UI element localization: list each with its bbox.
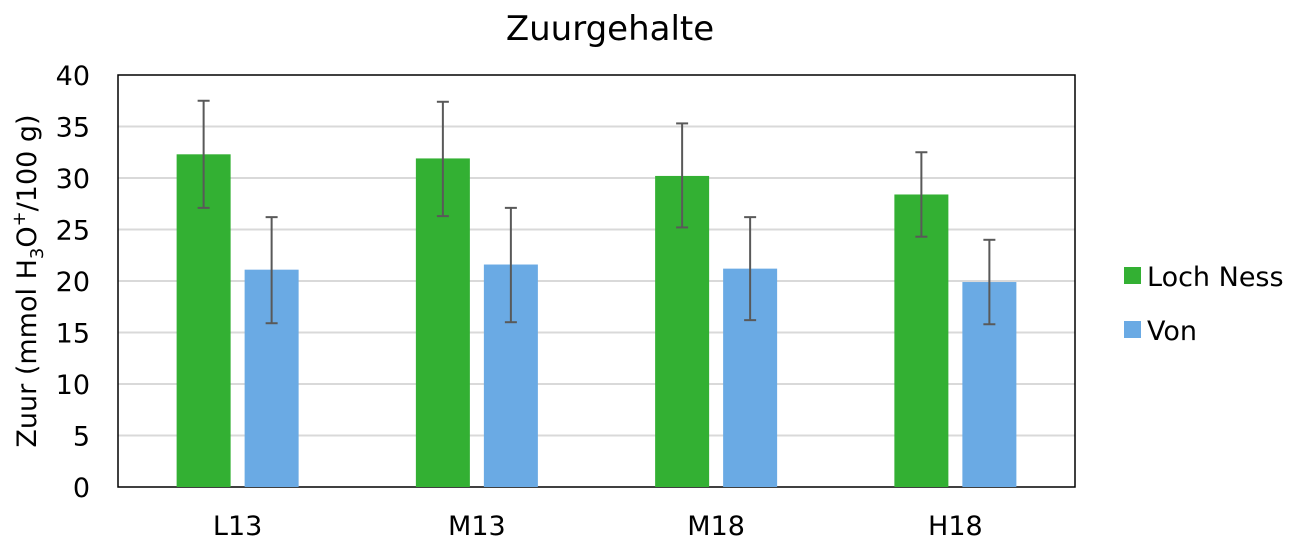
y-tick-label: 30 [56, 164, 90, 195]
legend-label: Loch Ness [1147, 262, 1284, 293]
y-tick-label: 15 [56, 319, 90, 350]
bars [176, 154, 1017, 488]
y-axis-label-prefix: Zuur (mmol H [12, 259, 43, 447]
y-axis-label-superscript: + [9, 211, 30, 226]
x-tick-label: M18 [687, 511, 745, 542]
y-tick-label: 25 [56, 216, 90, 247]
bar-loch-ness [176, 154, 231, 487]
bar-loch-ness [894, 194, 949, 488]
y-axis-label-mid: O [12, 226, 43, 247]
error-bars [197, 99, 996, 326]
y-axis-label-subscript: 3 [27, 248, 48, 259]
y-tick-label: 10 [56, 370, 90, 401]
y-tick-label: 20 [56, 267, 90, 298]
y-axis-label-suffix: /100 g) [12, 114, 43, 211]
x-tick-labels: L13 M13 M18 H18 [213, 511, 983, 542]
x-tick-label: L13 [213, 511, 262, 542]
y-axis-label: Zuur (mmol H3O+/100 g) [9, 114, 48, 447]
legend-label: Von [1147, 316, 1197, 347]
y-tick-label: 40 [56, 61, 90, 92]
x-tick-label: M13 [448, 511, 506, 542]
legend-swatch [1124, 321, 1141, 338]
legend: Loch Ness Von [1124, 262, 1284, 347]
y-tick-label: 5 [73, 422, 90, 453]
y-tick-label: 0 [73, 473, 90, 504]
y-tick-labels: 0 5 10 15 20 25 30 35 40 [56, 61, 90, 504]
plot-area-border [117, 74, 1076, 488]
legend-swatch [1124, 267, 1141, 284]
chart-title: Zuurgehalte [506, 9, 714, 49]
y-tick-label: 35 [56, 113, 90, 144]
x-tick-label: H18 [928, 511, 983, 542]
